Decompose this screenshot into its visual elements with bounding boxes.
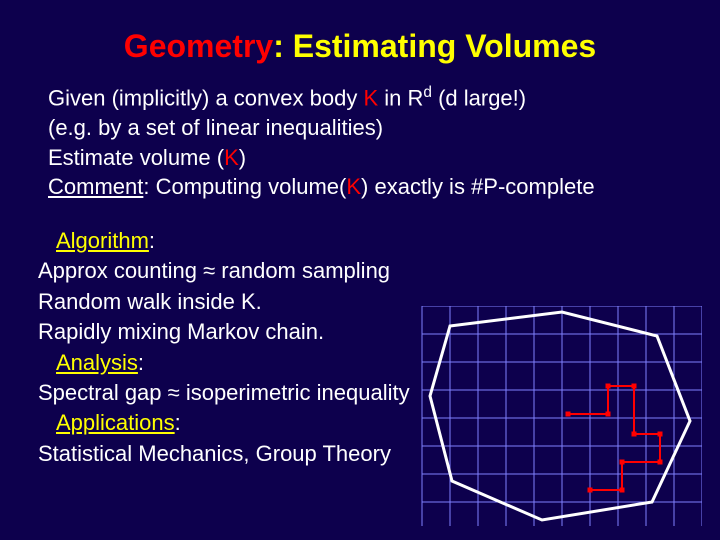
intro-sup-d: d — [423, 84, 432, 101]
intro-line4-post: ) exactly is #P-complete — [361, 174, 595, 199]
analysis-heading: Analysis — [56, 350, 138, 375]
applications-heading: Applications — [56, 410, 175, 435]
title-colon: : — [273, 28, 284, 64]
algorithm-colon: : — [149, 228, 155, 253]
intro-line3-post: ) — [239, 145, 246, 170]
intro-line1-post: (d large!) — [432, 85, 526, 110]
convex-body-diagram — [412, 306, 702, 526]
title-word1: Geometry — [124, 28, 273, 64]
convex-polygon — [430, 312, 690, 520]
algorithm-line1: Approx counting ≈ random sampling — [38, 256, 720, 286]
algorithm-heading: Algorithm — [56, 228, 149, 253]
intro-line1-pre: Given (implicitly) a convex body — [48, 85, 363, 110]
intro-comment-label: Comment — [48, 174, 143, 199]
slide-title: Geometry: Estimating Volumes — [0, 0, 720, 83]
title-rest: Estimating Volumes — [284, 28, 596, 64]
analysis-colon: : — [138, 350, 144, 375]
intro-line4: Comment: Computing volume(K) exactly is … — [48, 172, 700, 202]
algorithm-heading-wrap: Algorithm: — [38, 226, 720, 256]
intro-K-1: K — [363, 85, 378, 110]
intro-line3: Estimate volume (K) — [48, 143, 700, 173]
intro-line1: Given (implicitly) a convex body K in Rd… — [48, 83, 700, 113]
intro-K-2: K — [224, 145, 239, 170]
walk-markers — [566, 384, 663, 493]
intro-line4-mid: : Computing volume( — [143, 174, 346, 199]
intro-line1-mid: in R — [378, 85, 423, 110]
intro-line2: (e.g. by a set of linear inequalities) — [48, 113, 700, 143]
grid-lines — [422, 306, 702, 526]
applications-colon: : — [175, 410, 181, 435]
intro-line3-pre: Estimate volume ( — [48, 145, 224, 170]
intro-K-3: K — [346, 174, 361, 199]
intro-block: Given (implicitly) a convex body K in Rd… — [0, 83, 720, 202]
